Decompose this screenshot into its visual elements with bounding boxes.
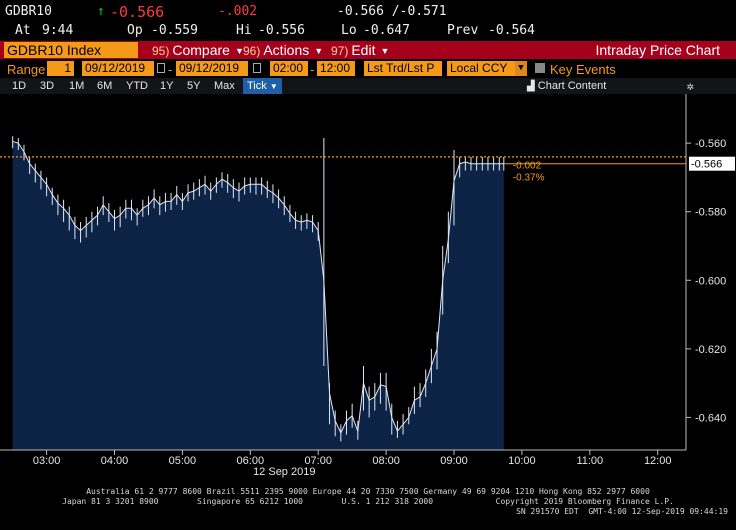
currency-select[interactable]: Local CCY [447, 61, 515, 76]
gear-icon[interactable]: ✲ [686, 79, 694, 93]
chart-icon: ▟ [527, 81, 535, 92]
annotations: -0.002-0.37% [0, 156, 686, 184]
change-label: -0.002 [513, 161, 542, 172]
high-label: Hi [236, 23, 252, 38]
key-events-label: Key Events [550, 62, 616, 77]
x-date-label: 12 Sep 2019 [253, 466, 315, 478]
period-bar: 1D 3D 1M 6M YTD 1Y 5Y Max Tick ▼ ▟ Chart… [0, 78, 736, 95]
range-label: Range [7, 62, 46, 77]
price-mode-select[interactable]: Lst Trd/Lst P [364, 61, 442, 76]
price-chart[interactable]: -0.560 -0.580 -0.600 -0.620 -0.640 -0.566 03:… [0, 94, 736, 480]
chevron-down-icon: ▼ [234, 46, 244, 56]
high-value: -0.556 [258, 23, 305, 38]
period-1y[interactable]: 1Y [160, 80, 174, 92]
period-3d[interactable]: 3D [40, 80, 55, 92]
x-tick-label: 11:00 [576, 455, 603, 467]
calendar-icon[interactable] [253, 63, 261, 73]
last-price-tag-label: -0.566 [691, 159, 722, 171]
x-tick-label: 04:00 [101, 455, 129, 467]
last-price-tag [689, 156, 735, 171]
end-date-field[interactable]: 09/12/2019 [176, 61, 248, 76]
range-dash: - [168, 62, 173, 77]
period-tick[interactable]: Tick ▼ [243, 78, 282, 95]
chevron-down-icon: ▼ [269, 82, 278, 91]
bid-ask: -0.566 /-0.571 [337, 4, 447, 19]
function-title: Intraday Price Chart [595, 42, 721, 58]
last-price: -0.566 [110, 3, 165, 21]
chart-content-button[interactable]: ▟ Chart Content [527, 78, 606, 95]
open-label: Op [127, 23, 143, 38]
footer-contacts-2: Japan 81 3 3201 8900 Singapore 65 6212 1… [62, 497, 674, 506]
range-row: Range 1 09/12/2019 - 09/12/2019 02:00 - … [0, 61, 736, 78]
time-value: 9:44 [42, 23, 74, 38]
up-arrow-icon: ↑ [97, 4, 105, 19]
x-tick-label: 10:00 [508, 455, 536, 467]
low-label: Lo [341, 23, 357, 38]
footer-session: SN 291570 EDT GMT-4:00 12-Sep-2019 09:44… [516, 507, 728, 516]
compare-menu-number: 95) [152, 44, 170, 58]
end-time-field[interactable]: 12:00 [317, 61, 355, 76]
y-tick-label: -0.640 [695, 412, 726, 424]
calendar-icon[interactable] [157, 63, 165, 73]
security-field[interactable]: GDBR10 Index [4, 42, 138, 58]
low-value: -0.647 [363, 23, 410, 38]
x-tick-label: 07:00 [304, 455, 332, 467]
key-events-checkbox[interactable] [535, 63, 545, 73]
x-tick-label: 09:00 [440, 455, 468, 467]
time-dash: - [310, 62, 315, 77]
y-tick-label: -0.560 [695, 138, 726, 150]
chart-content-label: Chart Content [537, 80, 607, 92]
y-tick-label: -0.580 [695, 207, 726, 219]
chevron-down-icon[interactable]: ▼ [515, 61, 527, 76]
period-6m[interactable]: 6M [97, 80, 113, 92]
period-ytd[interactable]: YTD [126, 80, 148, 92]
range-count-field[interactable]: 1 [47, 61, 74, 76]
function-toolbar: GDBR10 Index 95) Compare ▼ 96) Actions ▼ 97)… [0, 41, 736, 59]
x-tick-label: 08:00 [372, 455, 400, 467]
series-area [12, 141, 504, 450]
plot-area [12, 136, 505, 450]
edit-menu[interactable]: 97) Edit ▼ [331, 41, 389, 59]
period-1m[interactable]: 1M [69, 80, 85, 92]
y-axis: -0.560 -0.580 -0.600 -0.620 -0.640 -0.566 [685, 94, 735, 450]
prev-label: Prev [447, 23, 479, 38]
period-1d[interactable]: 1D [12, 80, 27, 92]
period-5y[interactable]: 5Y [187, 80, 201, 92]
y-tick-label: -0.600 [695, 275, 726, 287]
x-axis: 03:00 04:00 05:00 06:00 07:00 08:00 09:00 10:00… [0, 449, 686, 478]
x-tick-label: 05:00 [169, 455, 197, 467]
chevron-down-icon: ▼ [380, 46, 390, 56]
series-line [12, 140, 504, 435]
edit-menu-label: Edit [351, 42, 376, 58]
period-tick-label: Tick [247, 80, 267, 92]
open-value: -0.559 [151, 23, 198, 38]
start-time-field[interactable]: 02:00 [270, 61, 308, 76]
actions-menu-label: Actions [263, 42, 310, 58]
compare-menu-label: Compare [172, 42, 230, 58]
start-date-field[interactable]: 09/12/2019 [82, 61, 154, 76]
net-change: -.002 [218, 4, 258, 19]
actions-menu-number: 96) [243, 44, 261, 58]
compare-menu[interactable]: 95) Compare ▼ [152, 41, 244, 59]
chevron-down-icon: ▼ [314, 46, 324, 56]
edit-menu-number: 97) [331, 44, 349, 58]
quote-header: GDBR10 ↑ -0.566 -.002 -0.566 /-0.571 At … [0, 3, 736, 39]
prev-value: -0.564 [488, 23, 535, 38]
change-pct-label: -0.37% [513, 173, 545, 184]
x-tick-label: 06:00 [237, 455, 265, 467]
ticker-symbol: GDBR10 [5, 4, 52, 19]
actions-menu[interactable]: 96) Actions ▼ [243, 41, 323, 59]
time-label: At [15, 23, 31, 38]
x-tick-label: 03:00 [33, 455, 61, 467]
x-tick-label: 12:00 [644, 455, 672, 467]
footer-contacts-1: Australia 61 2 9777 8600 Brazil 5511 239… [86, 487, 650, 496]
period-max[interactable]: Max [214, 80, 235, 92]
y-tick-label: -0.620 [695, 344, 726, 356]
